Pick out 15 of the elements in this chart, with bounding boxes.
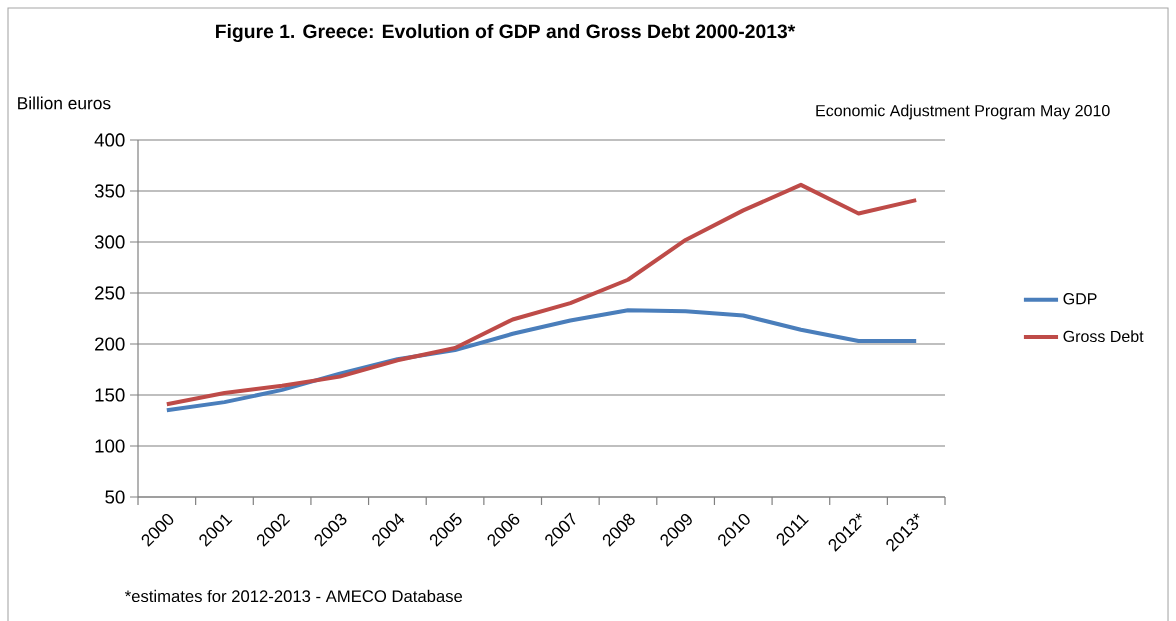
chart-subtitle: Economic Adjustment Program May 2010	[816, 104, 1110, 120]
legend-label: GDP	[1063, 293, 1097, 305]
y-tick-label: 250	[95, 286, 125, 300]
y-tick-label: 50	[105, 490, 125, 504]
text: *estimates for 2012-2013 - AMECO Database	[124, 589, 463, 603]
y-axis-title: Billion euros	[18, 96, 111, 110]
y-tick-label: 100	[95, 439, 125, 453]
y-tick-label: 300	[94, 235, 125, 249]
y-tick-label: 150	[95, 388, 125, 402]
legend-label: Gross Debt	[1063, 330, 1144, 343]
y-tick-label: 200	[95, 337, 125, 351]
y-tick-label: 350	[94, 184, 125, 198]
chart-title: Figure 1. Greece: Evolution of GDP and Gross Debt 2000-2013*	[216, 23, 796, 43]
y-tick-label: 400	[94, 133, 125, 147]
line-series	[164, 182, 919, 407]
